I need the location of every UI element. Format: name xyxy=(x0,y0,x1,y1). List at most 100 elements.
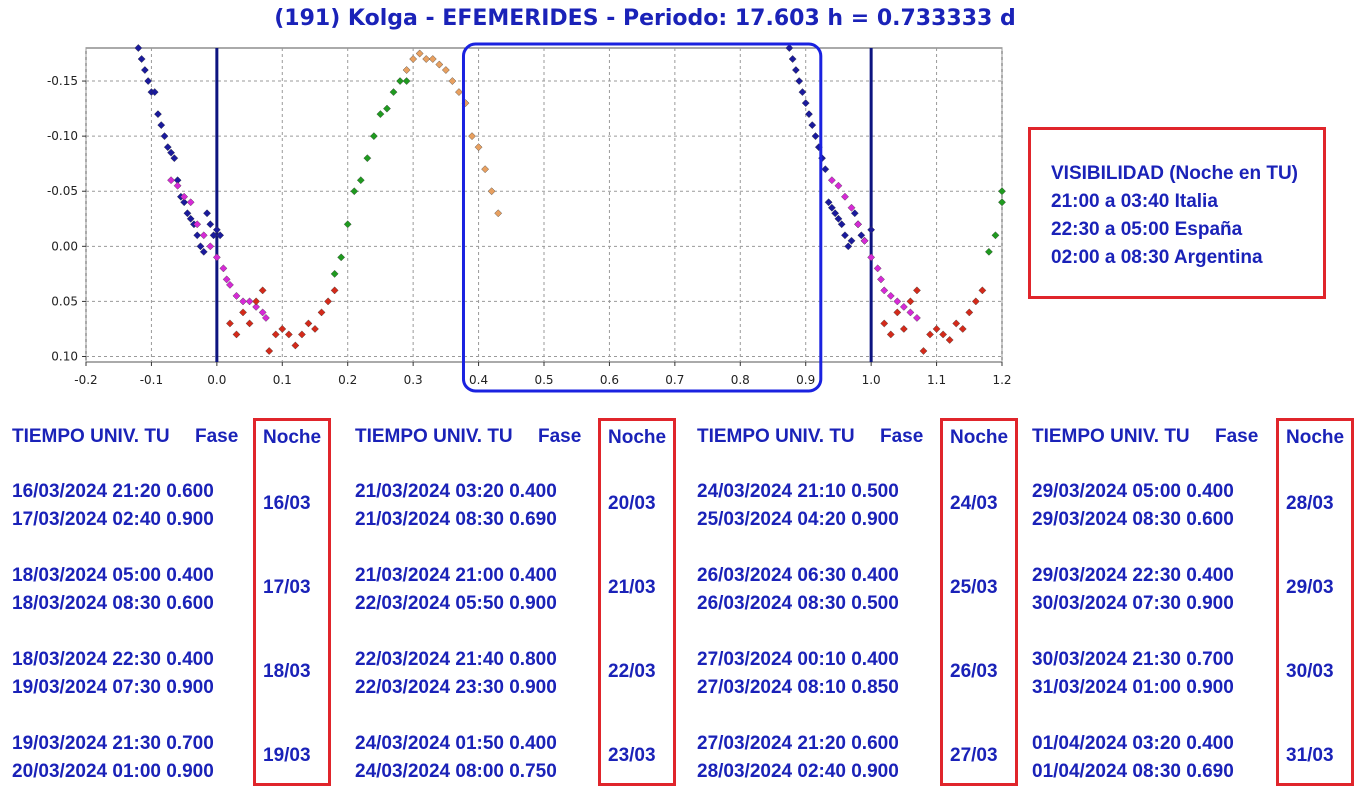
data-point xyxy=(389,88,398,96)
x-tick-label: 0.7 xyxy=(665,373,684,387)
data-point xyxy=(298,330,306,339)
x-tick-label: 0.9 xyxy=(796,373,815,387)
data-point xyxy=(209,231,218,240)
data-point xyxy=(203,209,211,218)
ephemeris-row: 24/03/2024 01:50 0.400 xyxy=(355,733,557,754)
ephemeris-row: 24/03/2024 08:00 0.750 xyxy=(355,761,557,782)
data-point xyxy=(265,347,274,355)
data-point xyxy=(186,198,195,207)
ephemeris-row: 31/03/2024 01:00 0.900 xyxy=(1032,677,1234,698)
ephemeris-row: 29/03/2024 05:00 0.400 xyxy=(1032,481,1234,502)
data-point xyxy=(831,209,840,218)
ephemeris-row: 30/03/2024 21:30 0.700 xyxy=(1032,649,1234,670)
data-point xyxy=(157,121,166,130)
data-point xyxy=(841,192,849,201)
highlight-box xyxy=(461,42,823,393)
visibility-box: VISIBILIDAD (Noche en TU) 21:00 a 03:40 … xyxy=(1028,127,1326,299)
data-point xyxy=(965,308,974,317)
x-tick-label: -0.2 xyxy=(74,373,97,387)
data-point xyxy=(137,55,146,63)
data-point xyxy=(828,203,836,212)
data-point xyxy=(945,336,954,344)
data-point xyxy=(873,264,882,273)
ephemeris-row: 22/03/2024 05:50 0.900 xyxy=(355,593,557,614)
data-point xyxy=(134,44,143,52)
data-point xyxy=(186,214,195,223)
y-tick-label: 0.10 xyxy=(51,349,78,363)
night-date: 29/03 xyxy=(1286,577,1334,598)
data-point xyxy=(893,297,902,306)
data-point xyxy=(216,231,225,240)
night-column-box: Noche 24/03 25/03 26/03 27/03 xyxy=(940,418,1018,786)
x-tick-label: 0.3 xyxy=(404,373,423,387)
data-point xyxy=(141,66,149,74)
data-point xyxy=(199,231,208,240)
visibility-line: 22:30 a 05:00 España xyxy=(1051,219,1243,240)
ephemeris-row: 25/03/2024 04:20 0.900 xyxy=(697,509,899,530)
data-point xyxy=(834,181,843,190)
column-header-time: TIEMPO UNIV. TU xyxy=(355,426,513,447)
y-tick-label: -0.05 xyxy=(47,184,78,198)
column-header-time: TIEMPO UNIV. TU xyxy=(697,426,855,447)
data-point xyxy=(448,77,457,85)
data-point xyxy=(271,330,280,339)
column-header-phase: Fase xyxy=(195,426,239,447)
data-point xyxy=(383,104,391,113)
data-point xyxy=(212,253,221,262)
column-header-phase: Fase xyxy=(1215,426,1259,447)
y-tick-label: -0.15 xyxy=(47,74,78,88)
data-point xyxy=(795,77,804,85)
data-point xyxy=(324,297,332,306)
data-point xyxy=(199,247,208,256)
data-point xyxy=(487,187,496,196)
ephemeris-row: 17/03/2024 02:40 0.900 xyxy=(12,509,214,530)
data-point xyxy=(978,286,987,295)
ephemeris-row: 29/03/2024 08:30 0.600 xyxy=(1032,509,1234,530)
data-point xyxy=(468,132,476,141)
data-point xyxy=(880,286,889,295)
data-point xyxy=(455,88,463,96)
data-point xyxy=(402,66,411,74)
data-point xyxy=(167,148,175,157)
ephemeris-row: 18/03/2024 08:30 0.600 xyxy=(12,593,214,614)
ephemeris-row: 22/03/2024 21:40 0.800 xyxy=(355,649,557,670)
data-point xyxy=(150,88,159,96)
data-point xyxy=(834,214,843,223)
data-point xyxy=(291,341,300,350)
data-point xyxy=(317,308,326,317)
data-point xyxy=(821,165,830,174)
data-point xyxy=(245,297,254,306)
data-point xyxy=(173,181,182,190)
ephemeris-row: 18/03/2024 05:00 0.400 xyxy=(12,565,214,586)
data-point xyxy=(304,319,313,328)
data-point xyxy=(396,77,404,85)
visibility-line: 21:00 a 03:40 Italia xyxy=(1051,191,1218,212)
y-tick-label: -0.10 xyxy=(47,129,78,143)
data-point xyxy=(180,192,189,201)
data-point xyxy=(232,292,241,300)
column-header-phase: Fase xyxy=(880,426,924,447)
ephemeris-row: 19/03/2024 21:30 0.700 xyxy=(12,733,214,754)
night-date: 21/03 xyxy=(608,577,656,598)
data-point xyxy=(193,220,202,229)
data-point xyxy=(435,60,444,69)
ephemeris-row: 24/03/2024 21:10 0.500 xyxy=(697,481,899,502)
night-date: 23/03 xyxy=(608,745,656,766)
data-point xyxy=(926,330,934,339)
ephemeris-row: 19/03/2024 07:30 0.900 xyxy=(12,677,214,698)
data-point xyxy=(441,66,450,74)
data-point xyxy=(867,225,876,234)
data-point xyxy=(206,242,215,251)
column-header-time: TIEMPO UNIV. TU xyxy=(12,426,170,447)
x-tick-label: -0.1 xyxy=(140,373,163,387)
data-point xyxy=(311,325,319,333)
data-point xyxy=(402,77,411,85)
lightcurve-chart: -0.2 -0.1 0.0 0.1 0.2 0.3 0.4 0.5 0.6 0.7 0.8 0.9 1.… xyxy=(47,42,1012,393)
data-point xyxy=(880,319,889,328)
data-point xyxy=(170,154,179,163)
data-point xyxy=(252,297,260,306)
column-header-night: Noche xyxy=(263,427,322,448)
column-header-night: Noche xyxy=(1286,427,1345,448)
x-tick-label: 0.2 xyxy=(338,373,357,387)
data-point xyxy=(144,77,153,85)
